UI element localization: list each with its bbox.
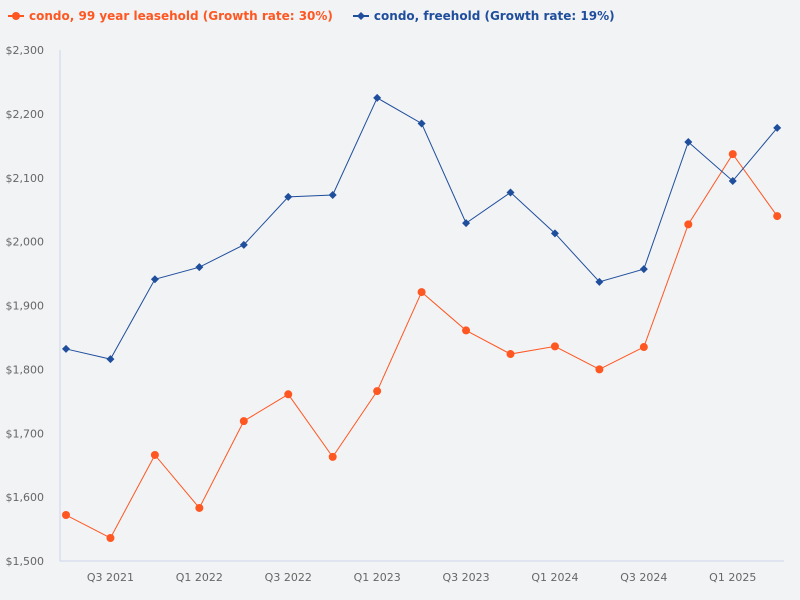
data-point [684, 137, 693, 146]
data-point [284, 192, 293, 201]
data-point [328, 190, 337, 199]
data-point [550, 229, 559, 238]
data-point [373, 387, 382, 396]
data-point [150, 450, 159, 459]
x-tick-label: Q3 2024 [620, 571, 667, 584]
y-tick-label: $2,100 [6, 172, 45, 185]
x-tick-label: Q1 2024 [531, 571, 578, 584]
x-tick-label: Q3 2022 [265, 571, 312, 584]
data-point [728, 150, 737, 159]
data-point [239, 417, 248, 426]
data-point [462, 219, 471, 228]
legend-item-freehold[interactable]: condo, freehold (Growth rate: 19%) [352, 9, 615, 23]
x-tick-label: Q3 2021 [87, 571, 134, 584]
data-point [728, 176, 737, 185]
data-point [684, 220, 693, 229]
data-point [373, 93, 382, 102]
data-point [195, 503, 204, 512]
data-point [195, 263, 204, 272]
data-point [595, 277, 604, 286]
data-point [106, 355, 115, 364]
data-point [639, 343, 648, 352]
y-tick-label: $1,500 [6, 555, 45, 568]
data-point [462, 326, 471, 335]
y-tick-label: $1,900 [6, 300, 45, 313]
data-point [595, 365, 604, 374]
y-tick-label: $1,700 [6, 427, 45, 440]
data-point [239, 240, 248, 249]
x-tick-label: Q3 2023 [442, 571, 489, 584]
data-point [328, 452, 337, 461]
data-point [417, 288, 426, 297]
x-tick-label: Q1 2025 [709, 571, 756, 584]
y-tick-label: $2,300 [6, 44, 45, 57]
series-line-0 [65, 153, 778, 539]
series-line-1 [65, 97, 778, 360]
data-point [773, 212, 782, 221]
data-point [150, 275, 159, 284]
data-point [773, 123, 782, 132]
y-tick-label: $1,800 [6, 363, 45, 376]
y-tick-label: $2,000 [6, 236, 45, 249]
y-tick-label: $2,200 [6, 108, 45, 121]
circle-marker-icon [8, 12, 24, 20]
legend-item-leasehold[interactable]: condo, 99 year leasehold (Growth rate: 3… [8, 9, 333, 23]
x-tick-label: Q1 2022 [176, 571, 223, 584]
legend-label: condo, 99 year leasehold (Growth rate: 3… [29, 9, 333, 23]
y-tick-label: $1,600 [6, 491, 45, 504]
data-point [417, 119, 426, 128]
legend-label: condo, freehold (Growth rate: 19%) [373, 9, 615, 23]
data-point [62, 344, 70, 353]
data-point [106, 534, 115, 543]
data-point [284, 390, 293, 399]
data-point [506, 350, 515, 359]
x-tick-label: Q1 2023 [354, 571, 401, 584]
data-point [550, 342, 559, 351]
legend: condo, 99 year leasehold (Growth rate: 3… [8, 9, 615, 23]
diamond-marker-icon [352, 12, 369, 20]
data-point [639, 265, 648, 274]
data-point [62, 511, 70, 520]
data-point [506, 188, 515, 197]
